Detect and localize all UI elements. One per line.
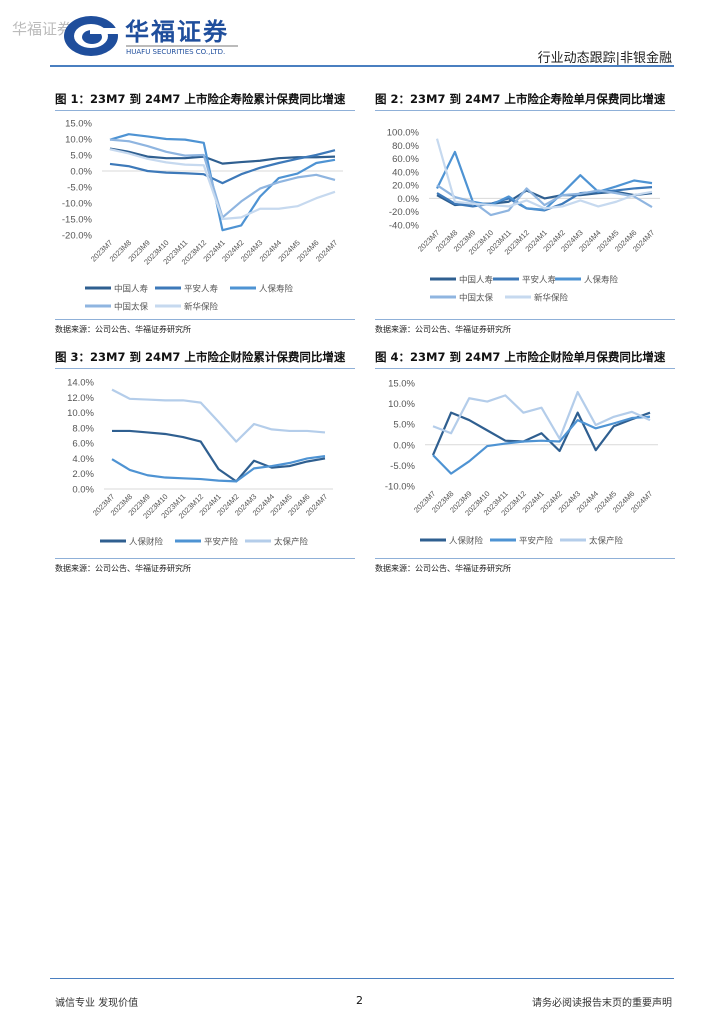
figure-title: 图 2：23M7 到 24M7 上市险企寿险单月保费同比增速 [375,88,675,111]
series-line [109,147,336,165]
page-number: 2 [356,994,363,1007]
legend-label: 人保寿险 [584,275,619,285]
watermark: 华福证券 [12,20,73,38]
y-tick-label: 0.0% [393,440,415,451]
y-tick-label: 15.0% [65,119,92,130]
series-line [109,148,336,221]
y-tick-label: 0.0% [70,167,92,178]
figure-source: 数据来源：公司公告、华福证券研究所 [55,319,355,335]
legend-label: 平安人寿 [184,284,219,294]
footer-divider [50,978,674,979]
figure-1: 图 1：23M7 到 24M7 上市险企寿险累计保费同比增速 15.0% 10.0… [55,88,355,334]
y-tick-label: 8.0% [72,423,94,434]
y-tick-label: 40.0% [392,167,419,178]
series-line [435,138,653,210]
legend-label: 太保产险 [274,537,309,547]
series-line [111,455,326,483]
figure-source: 数据来源：公司公告、华福证券研究所 [375,558,675,574]
figure-title: 图 1：23M7 到 24M7 上市险企寿险累计保费同比增速 [55,88,355,111]
y-tick-label: 100.0% [387,128,420,139]
figure-source: 数据来源：公司公告、华福证券研究所 [55,558,355,574]
figure-4: 图 4：23M7 到 24M7 上市险企财险单月保费同比增速 15.0% 10.0… [375,346,675,573]
y-tick-label: -10.0% [62,199,93,210]
legend-label: 中国太保 [114,302,149,312]
brand-name: 华福证券 [125,17,229,46]
y-tick-label: 15.0% [388,379,415,390]
series-line [109,133,336,232]
y-tick-label: 12.0% [67,393,94,404]
huafu-logo-icon [64,16,120,56]
y-tick-label: 4.0% [72,454,94,465]
chart-2: 100.0% 80.0% 60.0% 40.0% 20.0% 0.0% -20.0% -40.… [387,128,660,303]
y-tick-label: 5.0% [393,420,415,431]
series-line [111,388,326,443]
footer-slogan: 诚信专业 发现价值 [55,998,139,1009]
y-tick-label: 60.0% [392,154,419,165]
y-tick-label: -10.0% [385,482,416,493]
legend-label: 平安产险 [519,536,554,546]
y-tick-label: 2.0% [72,469,94,480]
legend-label: 平安人寿 [522,275,557,285]
series-line [431,411,651,456]
figure-3: 图 3：23M7 到 24M7 上市险企财险累计保费同比增速 14.0% 12.0… [55,346,355,573]
figure-2: 图 2：23M7 到 24M7 上市险企寿险单月保费同比增速 100.0% 80.… [375,88,675,334]
y-tick-label: 10.0% [65,135,92,146]
y-tick-label: -5.0% [67,183,92,194]
series-line [436,184,653,217]
footer-disclaimer: 请务必阅读报告末页的重要声明 [532,998,672,1009]
legend-label: 人保财险 [129,537,164,547]
series-line [112,429,326,483]
y-tick-label: 6.0% [72,439,94,450]
y-tick-label: -15.0% [62,215,93,226]
y-tick-label: 0.0% [397,194,419,205]
y-tick-label: 20.0% [392,181,419,192]
figure-source: 数据来源：公司公告、华福证券研究所 [375,319,675,335]
legend-label: 新华保险 [534,293,569,303]
y-tick-label: -40.0% [389,221,420,232]
y-tick-label: 80.0% [392,141,419,152]
chart-1: 15.0% 10.0% 5.0% 0.0% -5.0% -10.0% -15.0% -20.0… [62,119,343,312]
brand-name-en: HUAFU SECURITIES CO.,LTD. [126,45,238,56]
legend-label: 中国太保 [459,293,494,303]
chart-4: 15.0%10.0%5.0%0.0%-5.0%-10.0%2023M72023M… [385,379,658,546]
legend-label: 中国人寿 [459,275,494,285]
legend-label: 新华保险 [184,302,219,312]
legend-label: 人保寿险 [259,284,294,294]
legend-label: 平安产险 [204,537,239,547]
legend-label: 人保财险 [449,536,484,546]
legend-label: 中国人寿 [114,284,149,294]
header-divider [50,65,674,67]
series-line [432,390,651,440]
figure-title: 图 4：23M7 到 24M7 上市险企财险单月保费同比增速 [375,346,675,369]
legend-label: 太保产险 [589,536,624,546]
series-line [109,149,336,185]
y-tick-label: -5.0% [390,461,415,472]
y-tick-label: -20.0% [389,207,420,218]
y-tick-label: 0.0% [72,485,94,496]
y-tick-label: 10.0% [388,399,415,410]
y-tick-label: -20.0% [62,231,93,242]
y-tick-label: 10.0% [67,408,94,419]
report-category: 行业动态跟踪|非银金融 [537,51,672,66]
figure-title: 图 3：23M7 到 24M7 上市险企财险累计保费同比增速 [55,346,355,369]
chart-3: 14.0%12.0%10.0%8.0%6.0%4.0%2.0%0.0%2023M… [67,378,333,547]
y-tick-label: 5.0% [70,151,92,162]
y-tick-label: 14.0% [67,378,94,389]
series-line [432,415,651,475]
